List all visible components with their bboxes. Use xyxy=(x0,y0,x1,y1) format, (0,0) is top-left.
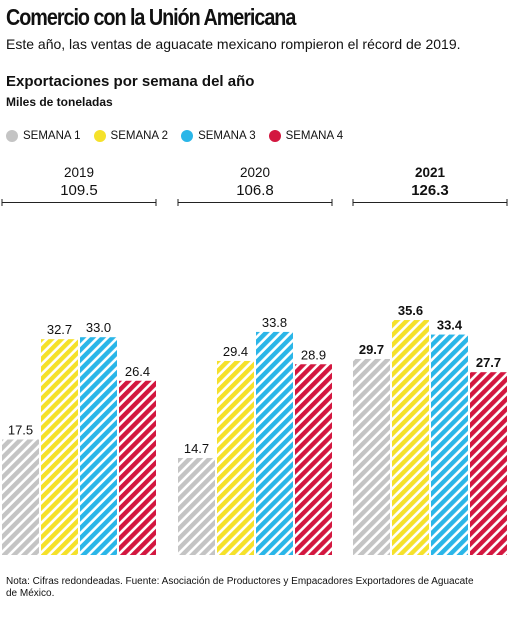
bar-2020-semana-4 xyxy=(295,364,332,555)
value-label-2019-semana-2: 32.7 xyxy=(47,322,72,337)
value-label-2020-semana-1: 14.7 xyxy=(184,441,209,456)
legend-label-semana-1: SEMANA 1 xyxy=(23,130,81,142)
bar-2021-semana-1 xyxy=(353,358,390,555)
value-label-2020-semana-4: 28.9 xyxy=(301,347,326,362)
value-label-2021-semana-1: 29.7 xyxy=(359,342,384,357)
legend-item-semana-2: SEMANA 2 xyxy=(93,130,169,142)
value-label-2021-semana-4: 27.7 xyxy=(476,355,501,370)
bar-2021-semana-2 xyxy=(392,320,429,555)
bar-2019-semana-4 xyxy=(119,380,156,555)
year-bracket-2019 xyxy=(1,199,157,206)
value-label-2021-semana-3: 33.4 xyxy=(437,318,463,333)
bar-2020-semana-3 xyxy=(256,331,293,555)
legend-swatch-semana-4 xyxy=(268,130,281,142)
year-bracket-2021 xyxy=(352,199,508,206)
legend-swatch-semana-2 xyxy=(93,130,106,142)
year-total-2020: 106.8 xyxy=(236,182,274,199)
bar-2019-semana-2 xyxy=(41,339,78,555)
legend-label-semana-4: SEMANA 4 xyxy=(285,130,344,142)
year-label-2021: 2021 xyxy=(415,165,446,180)
bar-2019-semana-1 xyxy=(2,439,39,555)
bar-2020-semana-2 xyxy=(217,360,254,555)
bar-2020-semana-1 xyxy=(178,457,215,555)
value-label-2019-semana-3: 33.0 xyxy=(86,320,111,335)
legend-swatch-semana-3 xyxy=(181,130,194,142)
bar-2021-semana-4 xyxy=(470,372,507,555)
year-total-2021: 126.3 xyxy=(411,182,449,199)
year-bracket-2020 xyxy=(177,199,333,206)
legend-item-semana-4: SEMANA 4 xyxy=(268,130,344,142)
legend-swatch-semana-1 xyxy=(6,130,18,142)
year-group-2020: 2020 106.8 14.7 29.4 33.8 28.9 xyxy=(177,165,333,555)
legend-label-semana-2: SEMANA 2 xyxy=(110,130,169,142)
units-label: Miles de toneladas xyxy=(6,95,113,109)
value-label-2019-semana-1: 17.5 xyxy=(8,423,33,438)
legend-item-semana-3: SEMANA 3 xyxy=(181,130,256,142)
year-total-2019: 109.5 xyxy=(60,182,98,199)
legend-label-semana-3: SEMANA 3 xyxy=(198,130,256,142)
year-label-2019: 2019 xyxy=(64,165,94,180)
chart-subtitle: Este año, las ventas de aguacate mexican… xyxy=(6,36,461,52)
value-label-2020-semana-2: 29.4 xyxy=(223,344,248,359)
bar-2021-semana-3 xyxy=(431,334,468,555)
year-group-2019: 2019 109.5 17.5 32.7 33.0 26.4 xyxy=(1,165,157,555)
value-label-2020-semana-3: 33.8 xyxy=(262,315,287,330)
value-label-2021-semana-2: 35.6 xyxy=(398,303,423,318)
source-note: Nota: Cifras redondeadas. Fuente: Asocia… xyxy=(6,576,474,599)
legend-item-semana-1: SEMANA 1 xyxy=(6,130,81,142)
year-group-2021: 2021 126.3 29.7 35.6 33.4 27.7 xyxy=(352,165,508,555)
value-label-2019-semana-4: 26.4 xyxy=(125,364,150,379)
legend: SEMANA 1 SEMANA 2 SEMANA 3 SEMANA 4 xyxy=(6,130,343,142)
bar-2019-semana-3 xyxy=(80,337,117,555)
bar-chart: 2019 109.5 17.5 32.7 33.0 26.4 2020 106.8 14.7 29… xyxy=(1,165,508,555)
year-label-2020: 2020 xyxy=(240,165,270,180)
chart-title: Comercio con la Unión Americana xyxy=(6,4,296,30)
section-title: Exportaciones por semana del año xyxy=(6,73,255,90)
